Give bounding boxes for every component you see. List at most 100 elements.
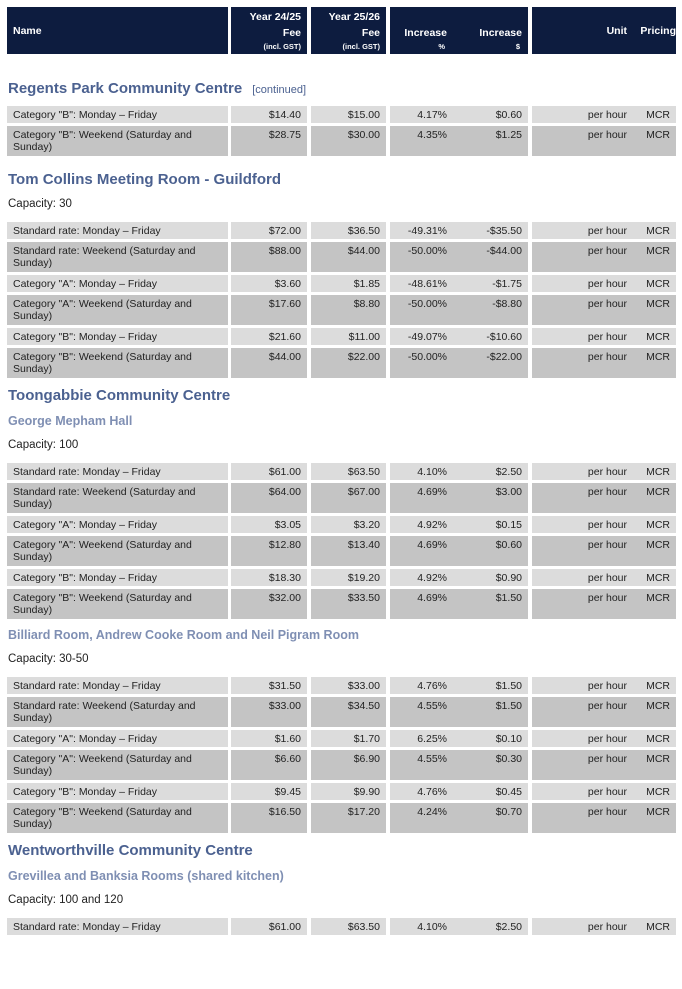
cell-pricing: MCR — [633, 295, 676, 325]
cell-pricing: MCR — [633, 328, 676, 345]
cell-name: Standard rate: Weekend (Saturday and Sun… — [7, 242, 228, 272]
header-inc-amt-sub: $ — [515, 42, 520, 51]
cell-name: Category "B": Monday – Friday — [7, 106, 228, 123]
header-fee2425-sub: (incl. GST) — [263, 42, 302, 51]
cell-fee-2425: $61.00 — [231, 918, 307, 935]
cell-pricing: MCR — [633, 516, 676, 533]
cell-pricing: MCR — [633, 918, 676, 935]
cell-name: Standard rate: Monday – Friday — [7, 463, 228, 480]
cell-unit: per hour — [532, 348, 633, 378]
table-row: Standard rate: Monday – Friday $72.00 $36.… — [0, 222, 682, 239]
cell-fee-2425: $1.60 — [231, 730, 307, 747]
header-unit: Unit — [606, 25, 627, 37]
cell-increase-pct: 4.69% — [390, 536, 453, 566]
cell-unit: per hour — [532, 730, 633, 747]
cell-name: Category "B": Weekend (Saturday and Sund… — [7, 589, 228, 619]
table-row: Category "A": Monday – Friday $1.60 $1.70 6… — [0, 730, 682, 747]
cell-fee-2526: $44.00 — [311, 242, 386, 272]
cell-increase-pct: -48.61% — [390, 275, 453, 292]
section-title-toongabbie: Toongabbie Community Centre — [8, 387, 231, 404]
cell-name: Standard rate: Monday – Friday — [7, 677, 228, 694]
table-row: Category "A": Weekend (Saturday and Sund… — [0, 295, 682, 325]
cell-pricing: MCR — [633, 483, 676, 513]
table-row: Category "B": Weekend (Saturday and Sund… — [0, 803, 682, 833]
header-fee2526-cell: Year 25/26 Fee (incl. GST) — [311, 7, 386, 54]
cell-increase-amt: -$35.50 — [453, 222, 528, 239]
header-fee2526-line1: Year 25/26 — [328, 11, 380, 23]
cell-unit: per hour — [532, 483, 633, 513]
cell-pricing: MCR — [633, 783, 676, 800]
section-title-regents-park: Regents Park Community Centre [continued] — [8, 80, 307, 97]
cell-fee-2425: $64.00 — [231, 483, 307, 513]
cell-name: Category "A": Monday – Friday — [7, 730, 228, 747]
cell-unit: per hour — [532, 677, 633, 694]
cell-unit: per hour — [532, 697, 633, 727]
cell-pricing: MCR — [633, 536, 676, 566]
cell-fee-2526: $6.90 — [311, 750, 386, 780]
cell-increase-pct: 4.17% — [390, 106, 453, 123]
header-inc-amt-cell: Increase $ — [453, 7, 528, 54]
header-inc-pct-cell: Increase % — [390, 7, 453, 54]
header-fee2425-cell: Year 24/25 Fee (incl. GST) — [231, 7, 307, 54]
cell-fee-2526: $3.20 — [311, 516, 386, 533]
cell-fee-2425: $88.00 — [231, 242, 307, 272]
subsection-title-billiard-room: Billiard Room, Andrew Cooke Room and Nei… — [8, 628, 359, 642]
table-row: Category "B": Weekend (Saturday and Sund… — [0, 348, 682, 378]
cell-increase-pct: -50.00% — [390, 295, 453, 325]
cell-increase-amt: -$10.60 — [453, 328, 528, 345]
capacity-billiard-room: Capacity: 30-50 — [8, 653, 89, 665]
cell-increase-amt: $2.50 — [453, 918, 528, 935]
header-fee2526-line2: Fee — [361, 27, 380, 39]
cell-increase-amt: -$44.00 — [453, 242, 528, 272]
cell-unit: per hour — [532, 126, 633, 156]
table-row: Category "B": Monday – Friday $18.30 $19.2… — [0, 569, 682, 586]
cell-name: Category "B": Weekend (Saturday and Sund… — [7, 803, 228, 833]
table-row: Category "A": Monday – Friday $3.60 $1.85-… — [0, 275, 682, 292]
cell-increase-amt: $1.50 — [453, 697, 528, 727]
cell-increase-amt: $0.60 — [453, 536, 528, 566]
cell-unit: per hour — [532, 275, 633, 292]
cell-unit: per hour — [532, 463, 633, 480]
header-fee2425-line2: Fee — [282, 27, 301, 39]
table-row: Category "B": Monday – Friday $9.45 $9.90 4… — [0, 783, 682, 800]
cell-pricing: MCR — [633, 242, 676, 272]
cell-increase-amt: $0.15 — [453, 516, 528, 533]
header-unit-cell: Unit — [532, 7, 633, 54]
cell-pricing: MCR — [633, 106, 676, 123]
cell-fee-2425: $9.45 — [231, 783, 307, 800]
cell-increase-amt: $0.70 — [453, 803, 528, 833]
cell-increase-amt: $0.45 — [453, 783, 528, 800]
header-name: Name — [13, 25, 42, 37]
cell-fee-2425: $14.40 — [231, 106, 307, 123]
cell-unit: per hour — [532, 569, 633, 586]
table-row: Standard rate: Monday – Friday $61.00 $63.… — [0, 918, 682, 935]
cell-increase-pct: 4.92% — [390, 516, 453, 533]
cell-fee-2526: $11.00 — [311, 328, 386, 345]
cell-increase-amt: $1.50 — [453, 589, 528, 619]
cell-pricing: MCR — [633, 222, 676, 239]
cell-increase-amt: $2.50 — [453, 463, 528, 480]
cell-fee-2526: $30.00 — [311, 126, 386, 156]
table-row: Category "A": Weekend (Saturday and Sund… — [0, 750, 682, 780]
cell-fee-2526: $67.00 — [311, 483, 386, 513]
cell-fee-2526: $19.20 — [311, 569, 386, 586]
cell-name: Category "A": Monday – Friday — [7, 516, 228, 533]
cell-unit: per hour — [532, 106, 633, 123]
cell-fee-2425: $3.05 — [231, 516, 307, 533]
cell-unit: per hour — [532, 783, 633, 800]
cell-pricing: MCR — [633, 569, 676, 586]
table-row: Category "B": Weekend (Saturday and Sund… — [0, 126, 682, 156]
cell-fee-2526: $36.50 — [311, 222, 386, 239]
cell-pricing: MCR — [633, 463, 676, 480]
cell-fee-2425: $31.50 — [231, 677, 307, 694]
cell-name: Category "B": Monday – Friday — [7, 328, 228, 345]
cell-fee-2526: $33.00 — [311, 677, 386, 694]
subsection-title-george-mepham: George Mepham Hall — [8, 414, 133, 428]
cell-increase-pct: -49.31% — [390, 222, 453, 239]
header-pricing: Pricing — [640, 25, 676, 37]
cell-name: Category "B": Monday – Friday — [7, 783, 228, 800]
table-row: Standard rate: Monday – Friday $31.50 $33.… — [0, 677, 682, 694]
table-row: Standard rate: Weekend (Saturday and Sun… — [0, 242, 682, 272]
cell-increase-amt: -$1.75 — [453, 275, 528, 292]
table-row: Category "B": Monday – Friday $21.60 $11.0… — [0, 328, 682, 345]
